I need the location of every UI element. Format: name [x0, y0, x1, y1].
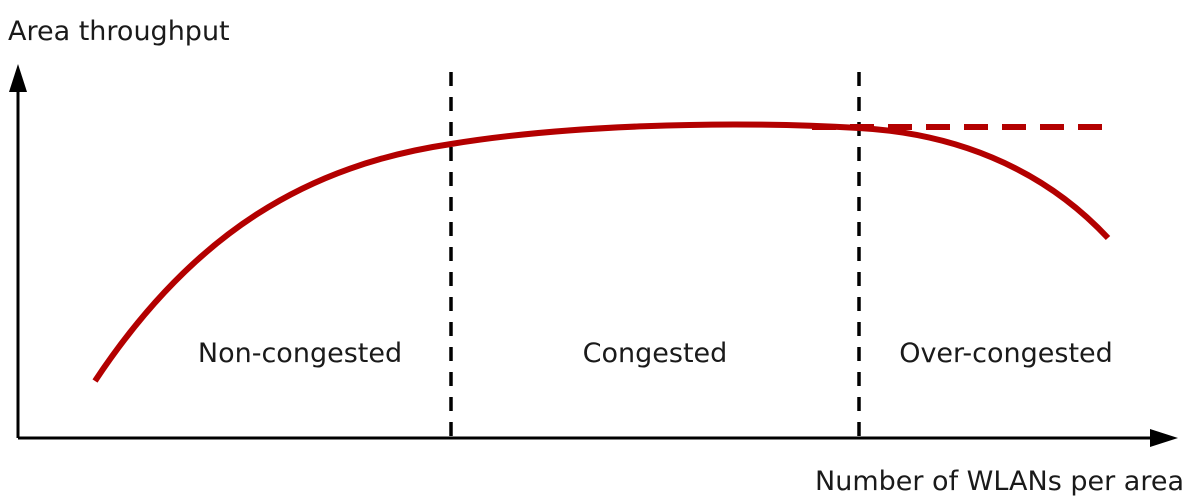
y-axis-label: Area throughput: [8, 16, 230, 47]
region-label-non-congested: Non-congested: [198, 338, 402, 369]
y-axis-arrowhead: [9, 64, 27, 92]
throughput-curve: [92, 121, 1111, 383]
region-label-congested: Congested: [583, 338, 728, 369]
x-axis-label: Number of WLANs per area: [815, 466, 1184, 497]
x-axis-arrowhead: [1150, 429, 1178, 447]
region-label-over-congested: Over-congested: [899, 338, 1113, 369]
